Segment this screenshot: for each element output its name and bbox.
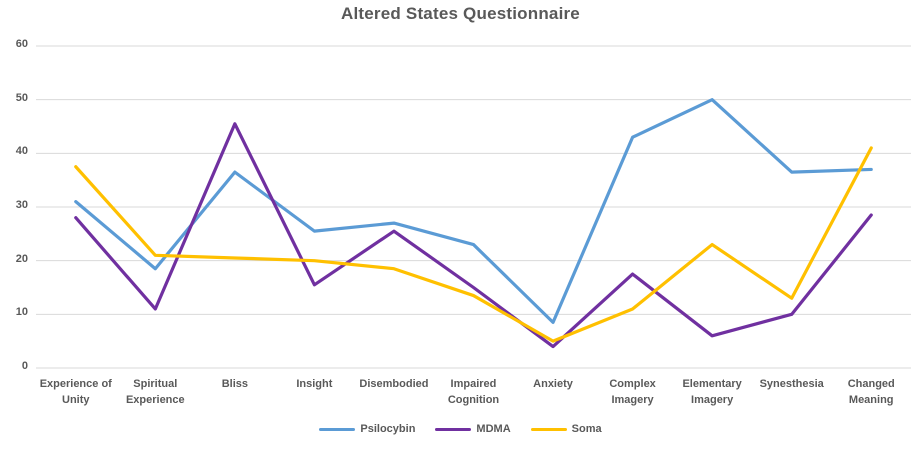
x-axis-label: Anxiety	[533, 378, 573, 390]
legend-item-mdma: MDMA	[435, 423, 511, 435]
series-line-mdma	[74, 122, 873, 349]
legend-swatch-soma	[530, 427, 567, 431]
y-axis-label: 40	[15, 145, 28, 158]
x-axis: Experience of Unity Spiritual Experience B…	[0, 377, 921, 413]
y-axis-label: 20	[15, 252, 28, 265]
legend-label: Soma	[571, 423, 602, 435]
x-axis-label: Spiritual Experience	[125, 378, 185, 406]
x-axis-label: Impaired Cognition	[447, 378, 500, 406]
legend-swatch-psilocybin	[319, 427, 356, 431]
legend-swatch-mdma	[435, 427, 472, 431]
y-axis-label: 50	[15, 91, 28, 104]
legend-label: Psilocybin	[360, 423, 416, 435]
y-axis-label: 0	[21, 360, 28, 372]
x-axis-label: Disembodied	[359, 378, 429, 390]
x-axis-label: Elementary Imagery	[682, 378, 742, 406]
y-axis-label: 10	[15, 306, 28, 319]
legend-item-psilocybin: Psilocybin	[319, 423, 415, 435]
x-axis-label: Complex Imagery	[609, 378, 656, 406]
x-axis-label: Insight	[296, 378, 333, 390]
y-axis-label: 30	[15, 199, 28, 211]
series-line-soma	[74, 146, 873, 343]
x-axis-label: Experience of Unity	[39, 378, 112, 406]
y-axis: 0 10 20 30 40 50 60	[0, 0, 30, 455]
series-line-psilocybin	[74, 98, 873, 324]
chart-title: Altered States Questionnaire	[341, 4, 580, 23]
legend-item-soma: Soma	[530, 423, 602, 435]
x-axis-label: Synesthesia	[759, 378, 824, 390]
y-axis-label: 60	[15, 38, 28, 50]
x-axis-label: Bliss	[221, 378, 248, 390]
legend-label: MDMA	[476, 423, 511, 435]
legend: Psilocybin MDMA Soma	[0, 423, 921, 435]
x-axis-label: Changed Meaning	[847, 378, 895, 406]
